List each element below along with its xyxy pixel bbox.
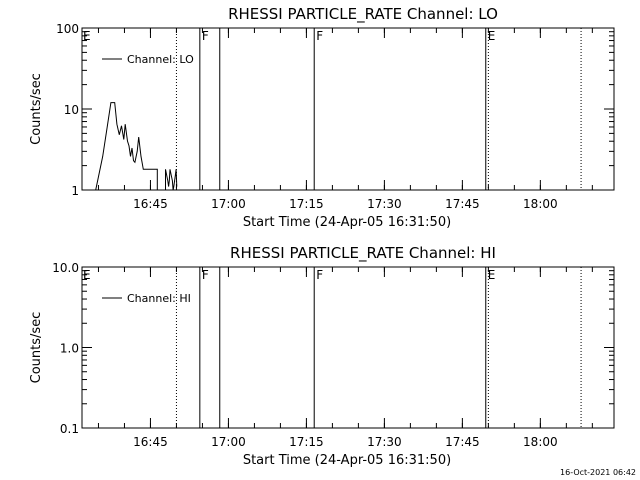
legend-label: Channel: HI: [127, 292, 191, 305]
event-marker-label: F: [316, 29, 323, 43]
y-tick-label: 10.0: [52, 261, 79, 275]
x-axis-label: Start Time (24-Apr-05 16:31:50): [243, 453, 451, 468]
y-tick-label: 1.0: [60, 342, 79, 356]
y-tick-label: 0.1: [60, 422, 79, 436]
chart-title: RHESSI PARTICLE_RATE Channel: LO: [228, 5, 498, 24]
y-axis-label: Counts/sec: [29, 73, 44, 145]
y-axis-label: Counts/sec: [29, 312, 44, 384]
x-tick-label: 17:15: [289, 197, 324, 211]
x-tick-label: 16:45: [133, 197, 168, 211]
legend-label: Channel: LO: [127, 53, 194, 66]
series-line: [95, 102, 178, 191]
event-marker-label: F: [202, 268, 209, 282]
x-axis-label: Start Time (24-Apr-05 16:31:50): [243, 215, 451, 230]
x-tick-label: 17:30: [367, 435, 402, 449]
corner-marker-label: E: [83, 268, 91, 282]
x-tick-label: 18:00: [523, 197, 558, 211]
x-tick-label: 17:00: [211, 435, 246, 449]
event-marker-label: E: [488, 29, 496, 43]
x-tick-label: 17:45: [445, 435, 480, 449]
chart-title: RHESSI PARTICLE_RATE Channel: HI: [230, 244, 496, 263]
timestamp-label: 16-Oct-2021 06:42: [560, 468, 636, 477]
event-marker-label: F: [202, 29, 209, 43]
lo-channel-panel: RHESSI PARTICLE_RATE Channel: LO Counts/s…: [29, 5, 615, 230]
event-marker-label: F: [316, 268, 323, 282]
x-tick-label: 18:00: [523, 435, 558, 449]
x-tick-label: 16:45: [133, 435, 168, 449]
x-tick-label: 17:15: [289, 435, 324, 449]
event-marker-label: E: [488, 268, 496, 282]
y-tick-label: 1: [71, 184, 79, 198]
y-tick-label: 100: [56, 22, 79, 36]
x-tick-label: 17:00: [211, 197, 246, 211]
x-tick-label: 17:45: [445, 197, 480, 211]
hi-channel-panel: RHESSI PARTICLE_RATE Channel: HI Counts/s…: [29, 244, 615, 468]
y-tick-label: 10: [64, 103, 79, 117]
x-tick-label: 17:30: [367, 197, 402, 211]
corner-marker-label: E: [83, 29, 91, 43]
